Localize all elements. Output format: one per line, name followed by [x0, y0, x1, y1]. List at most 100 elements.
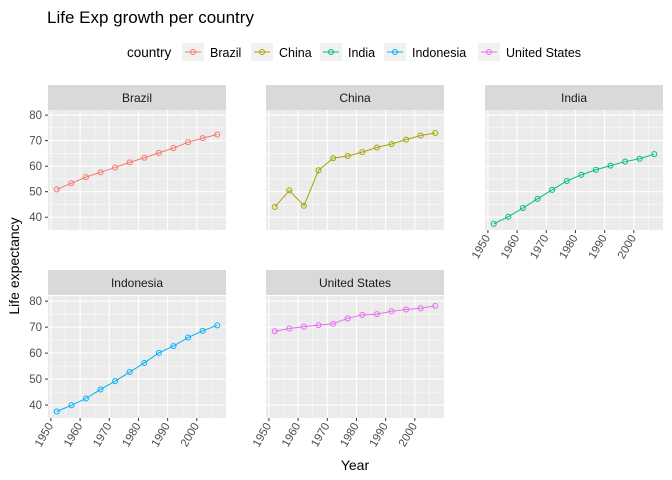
data-point — [592, 166, 599, 173]
facet-china: China — [266, 85, 444, 230]
x-tick-label: 1950 — [33, 421, 56, 449]
facet-strip-label: China — [339, 91, 371, 105]
data-point — [403, 306, 410, 313]
legend-item-india: India — [320, 43, 375, 61]
x-tick-label: 1970 — [309, 421, 332, 449]
facet-indonesia: Indonesia 40 50 60 70 80 1950 1960 1970 1980 1990 2… — [29, 270, 226, 449]
data-point — [170, 343, 177, 350]
data-point — [155, 349, 162, 356]
x-tick-label: 1980 — [557, 233, 580, 261]
legend-key-marker — [190, 49, 196, 55]
data-point — [622, 158, 629, 165]
legend-item-china: China — [251, 43, 312, 61]
data-point — [403, 136, 410, 143]
data-point — [636, 155, 643, 162]
data-point — [286, 187, 293, 194]
data-point — [126, 369, 133, 376]
facet-strip-label: Indonesia — [111, 276, 163, 290]
data-point — [315, 167, 322, 174]
data-point — [651, 151, 658, 158]
y-tick-label: 40 — [29, 400, 42, 412]
data-point — [82, 174, 89, 181]
legend: country Brazil China India Indonesia United S… — [127, 43, 581, 61]
y-tick-label: 80 — [29, 110, 42, 122]
data-point — [490, 220, 497, 227]
x-tick-label: 1970 — [528, 233, 551, 261]
data-point — [199, 327, 206, 334]
data-point — [214, 131, 221, 138]
x-tick-label: 1980 — [120, 421, 143, 449]
data-point — [170, 145, 177, 152]
facet-strip — [48, 85, 226, 110]
data-point — [214, 322, 221, 329]
facet-strip-label: India — [561, 91, 587, 105]
data-point — [359, 311, 366, 318]
data-point — [97, 169, 104, 176]
data-point — [155, 149, 162, 156]
x-tick-label: 1980 — [338, 421, 361, 449]
data-point — [373, 144, 380, 151]
legend-label: United States — [506, 46, 581, 60]
y-tick-label: 50 — [29, 187, 42, 199]
x-axis-title: Year — [341, 457, 370, 473]
data-point — [578, 171, 585, 178]
data-point — [82, 395, 89, 402]
y-tick-label: 50 — [29, 374, 42, 386]
facet-strip — [485, 85, 663, 110]
data-point — [126, 159, 133, 166]
data-point — [432, 302, 439, 309]
y-tick-label: 70 — [29, 322, 42, 334]
legend-key-marker — [259, 49, 265, 55]
y-tick-label: 70 — [29, 136, 42, 148]
x-tick-label: 2000 — [616, 233, 639, 261]
legend-title: country — [127, 45, 172, 60]
data-point — [607, 162, 614, 169]
legend-item-united-states: United States — [478, 43, 581, 61]
x-tick-label: 1950 — [251, 421, 274, 449]
legend-item-indonesia: Indonesia — [384, 43, 466, 61]
data-point — [97, 386, 104, 393]
data-point — [53, 186, 60, 193]
legend-label: China — [279, 46, 312, 60]
y-tick-label: 40 — [29, 212, 42, 224]
data-point — [534, 195, 541, 202]
x-tick-label: 1990 — [368, 421, 391, 449]
data-point — [141, 154, 148, 161]
x-tick-label: 1960 — [62, 421, 85, 449]
data-point — [563, 177, 570, 184]
data-point — [432, 129, 439, 136]
data-point — [549, 186, 556, 193]
y-tick-label: 80 — [29, 296, 42, 308]
legend-label: Indonesia — [412, 46, 466, 60]
data-point — [68, 402, 75, 409]
x-tick-label: 2000 — [179, 421, 202, 449]
data-point — [330, 155, 337, 162]
data-point — [300, 323, 307, 330]
facet-india: India 1950 1960 1970 1980 1990 2000 — [470, 85, 663, 261]
data-point — [359, 149, 366, 156]
data-point — [417, 132, 424, 139]
legend-key-marker — [392, 49, 398, 55]
x-tick-label: 1960 — [499, 233, 522, 261]
data-point — [300, 202, 307, 209]
data-point — [315, 322, 322, 329]
y-axis-title: Life expectancy — [6, 217, 22, 314]
data-point — [271, 204, 278, 211]
y-tick-label: 60 — [29, 161, 42, 173]
data-point — [344, 153, 351, 160]
data-point — [519, 205, 526, 212]
y-tick-label: 60 — [29, 348, 42, 360]
data-point — [330, 320, 337, 327]
facet-strip-label: United States — [319, 276, 391, 290]
data-point — [373, 311, 380, 318]
x-tick-label: 2000 — [397, 421, 420, 449]
data-point — [185, 139, 192, 146]
facet-strip-label: Brazil — [122, 91, 152, 105]
legend-label: India — [348, 46, 375, 60]
data-point — [141, 359, 148, 366]
data-point — [344, 315, 351, 322]
x-tick-label: 1970 — [91, 421, 114, 449]
data-point — [199, 135, 206, 142]
data-point — [271, 328, 278, 335]
facet-united-states: United States 1950 1960 1970 1980 1990 2000 — [251, 270, 444, 449]
